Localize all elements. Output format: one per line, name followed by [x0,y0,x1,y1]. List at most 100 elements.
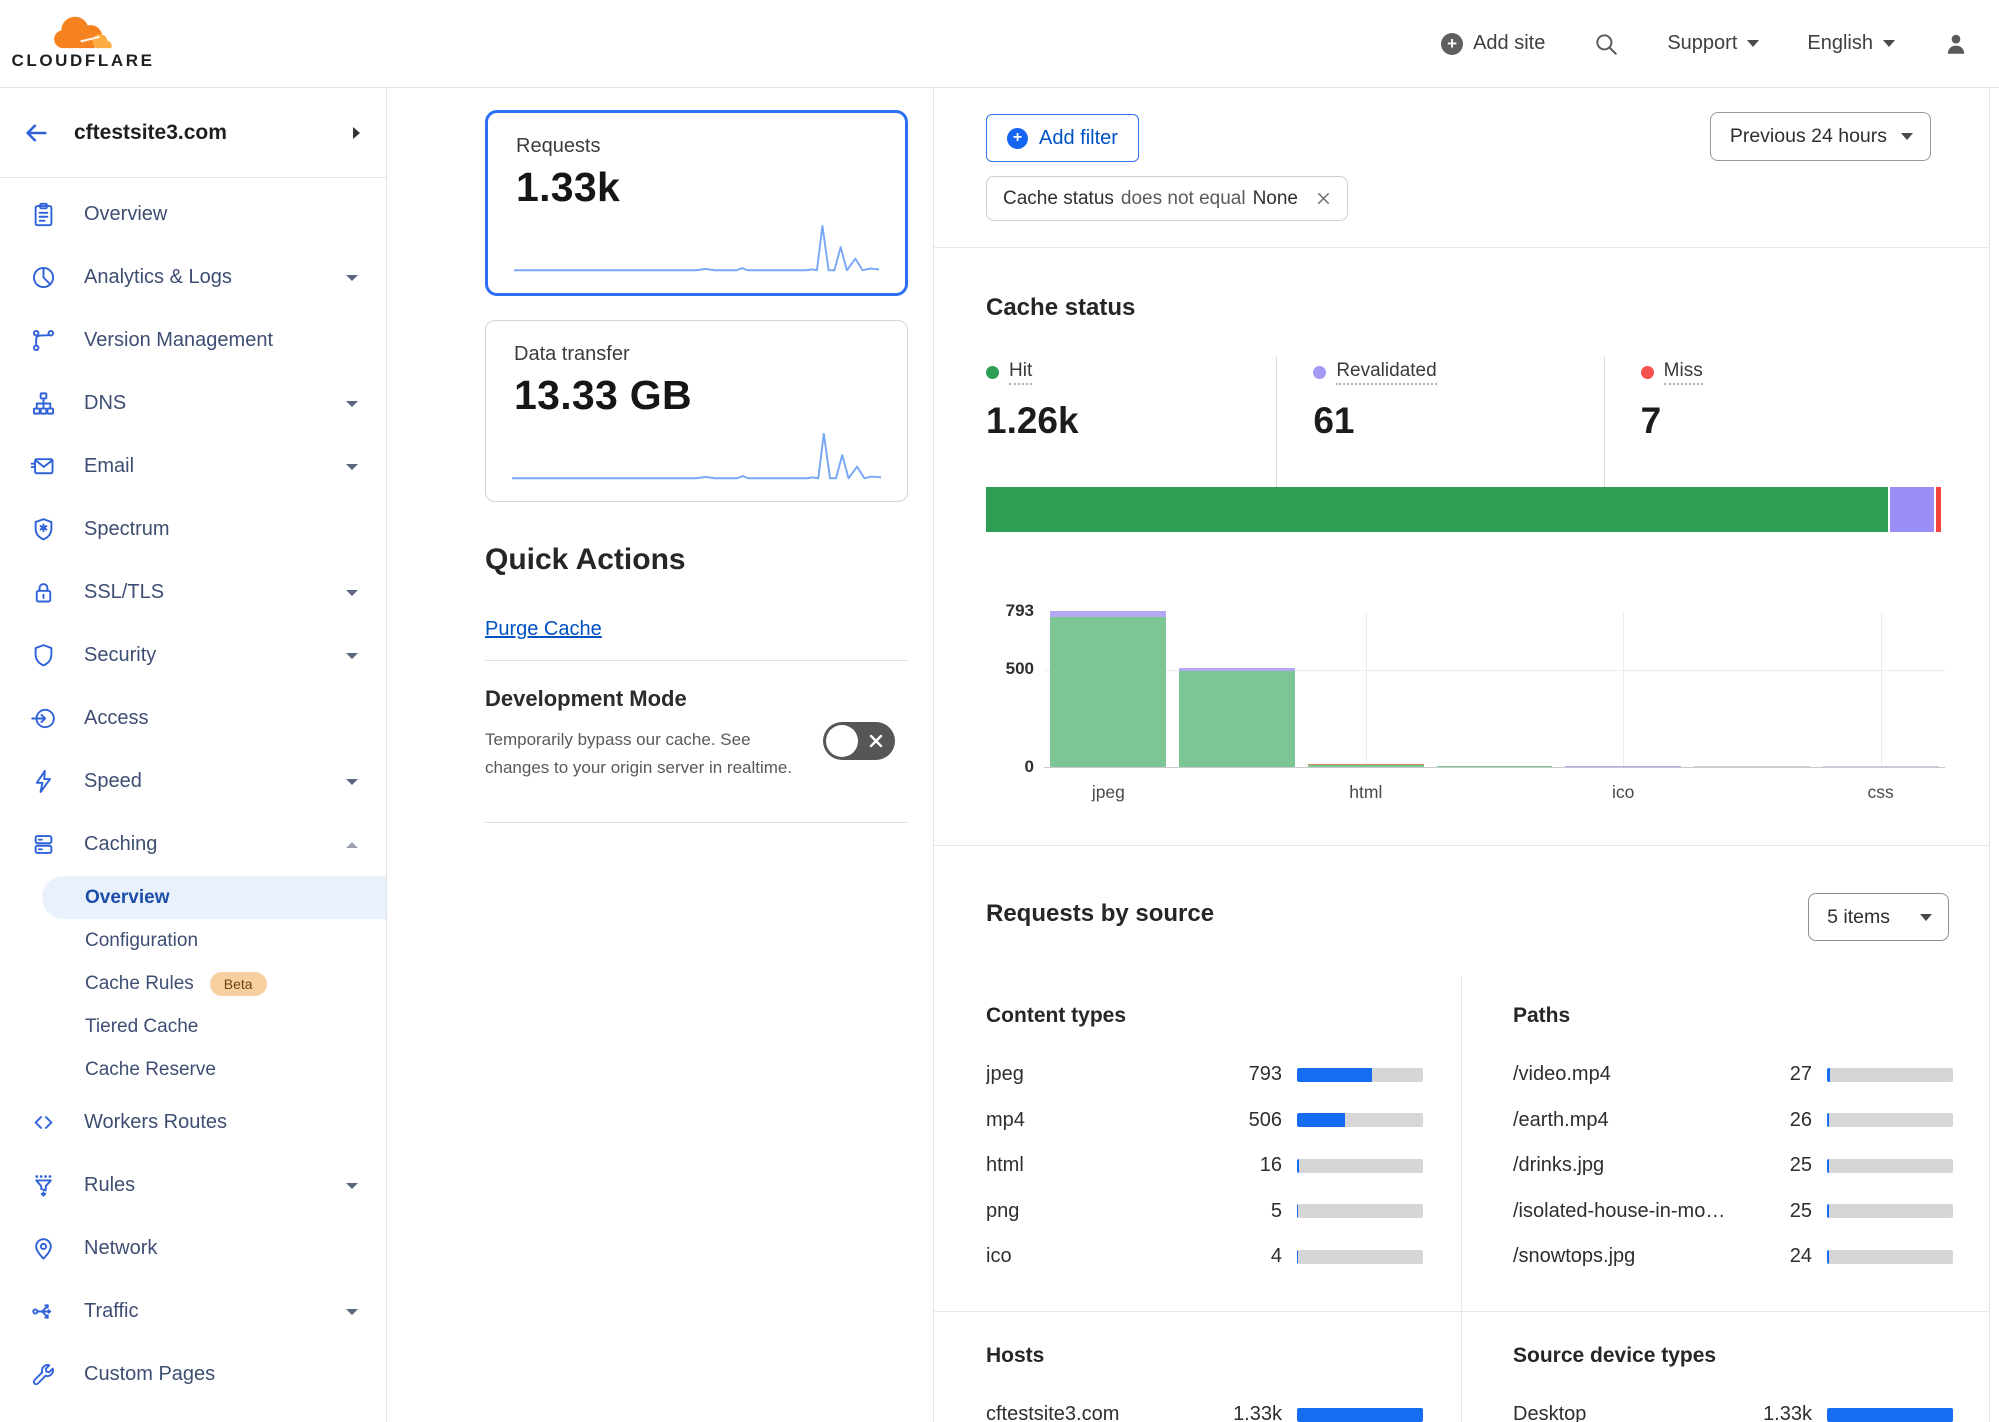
x-axis-tick-label: css [1867,782,1894,802]
sidebar-subitem-cache-rules[interactable]: Cache Rules Beta [0,962,386,1005]
source-row-bar [1827,1249,1953,1264]
source-row-value: 24 [1789,1245,1812,1268]
sidebar-subitem-label: Cache Rules [85,972,194,994]
cache-stat-label: Hit [1009,360,1033,385]
sidebar-item-email[interactable]: Email [0,435,386,498]
access-icon [30,705,57,732]
top-nav: CLOUDFLARE + Add site Support English [0,0,1999,88]
support-menu[interactable]: Support [1667,32,1760,55]
purge-cache-link[interactable]: Purge Cache [485,618,602,640]
source-row-jpeg: jpeg 793 [986,1052,1423,1098]
bar-segment-hit [1179,671,1295,767]
stacked-bar-segment-revalidated [1890,487,1934,532]
bar-jpeg [1050,611,1167,767]
cache-stat-legend-miss[interactable]: Miss [1640,360,1703,385]
bar-segment-hit [1436,766,1553,767]
analytics-icon [30,264,57,291]
filter-value: None [1252,187,1298,209]
add-filter-button[interactable]: + Add filter [986,114,1139,162]
sidebar-subitem-tiered-cache[interactable]: Tiered Cache [0,1005,386,1048]
x-axis-tick-label [1430,782,1559,803]
source-row-label: /earth.mp4 [1513,1108,1609,1131]
sidebar-item-label: SSL/TLS [84,581,165,603]
language-label: English [1807,32,1873,54]
back-arrow-icon[interactable] [22,119,50,147]
user-icon[interactable] [1943,31,1969,57]
source-column-title: Paths [1513,1004,1571,1027]
add-site-button[interactable]: + Add site [1441,32,1545,55]
x-axis-labels: jpeg html ico css [1044,782,1945,803]
toggle-knob [826,725,858,757]
source-row-ico: ico 4 [986,1234,1423,1280]
sidebar-subitem-overview[interactable]: Overview [42,876,386,919]
caching-icon [30,831,57,858]
sidebar-item-workers-routes[interactable]: Workers Routes [0,1091,386,1154]
source-row-bar [1827,1407,1953,1422]
cache-stat-legend-revalidated[interactable]: Revalidated [1313,360,1437,385]
sidebar-item-caching[interactable]: Caching [0,813,386,876]
source-row-bar [1297,1407,1423,1422]
sidebar-subitem-cache-reserve[interactable]: Cache Reserve [0,1048,386,1091]
items-count-select[interactable]: 5 items [1808,893,1949,941]
sidebar-item-overview[interactable]: Overview [0,183,386,246]
sidebar-submenu-caching: Overview Configuration Cache Rules Beta Tier… [0,876,386,1091]
requests-metric-card[interactable]: Requests 1.33k [485,110,908,296]
source-row-label: html [986,1154,1024,1177]
cache-status-stats: Hit 1.26k Revalidated 61 Miss 7 [986,356,1931,491]
sidebar-item-access[interactable]: Access [0,687,386,750]
source-row-label: /snowtops.jpg [1513,1245,1636,1268]
chevron-down-icon [1883,40,1895,47]
requests-by-source-title: Requests by source [986,900,1215,927]
data-transfer-sparkline [512,428,881,486]
bar-slot-2 [1173,612,1302,767]
bar-segment-revalidated [1179,667,1295,672]
source-row-earth-mp4: /earth.mp4 26 [1513,1098,1953,1144]
search-icon[interactable] [1593,31,1619,57]
sidebar-item-traffic[interactable]: Traffic [0,1280,386,1343]
language-menu[interactable]: English [1807,32,1895,55]
sidebar-item-dns[interactable]: DNS [0,372,386,435]
bar-segment-hit [1307,765,1424,767]
source-row-bar [1297,1113,1423,1128]
bar-segment-other [1822,766,1939,767]
source-row-value: 25 [1789,1199,1812,1222]
requests-label: Requests [516,135,601,157]
cache-stat-value: 61 [1313,400,1355,441]
source-row-value: 16 [1259,1154,1282,1177]
sidebar-item-ssl-tls[interactable]: SSL/TLS [0,561,386,624]
x-axis-tick-label: ico [1612,782,1635,802]
sidebar-item-security[interactable]: Security [0,624,386,687]
sidebar-item-network[interactable]: Network [0,1217,386,1280]
cache-status-bar-chart: 793 500 0 jpeg html ico css [986,601,1945,852]
data-transfer-metric-card[interactable]: Data transfer 13.33 GB [485,320,908,502]
hit-dot-icon [986,366,999,379]
sidebar-item-version-management[interactable]: Version Management [0,309,386,372]
sidebar-item-custom-pages[interactable]: Custom Pages [0,1343,386,1406]
sidebar-subitem-label: Overview [85,886,170,908]
speed-icon [30,768,57,795]
site-switcher-chevron-icon[interactable] [353,126,360,139]
x-axis-tick-label: html [1349,782,1383,802]
cloudflare-logo[interactable]: CLOUDFLARE [11,16,152,71]
requests-value: 1.33k [516,164,621,210]
sidebar-subitem-configuration[interactable]: Configuration [0,919,386,962]
cache-stat-label: Revalidated [1336,360,1437,385]
sidebar-item-analytics-logs[interactable]: Analytics & Logs [0,246,386,309]
x-axis-tick-label [1688,782,1817,803]
bar-css [1822,766,1939,767]
sidebar-item-rules[interactable]: Rules [0,1154,386,1217]
source-row-isolated-house-in-mo: /isolated-house-in-mo… 25 [1513,1189,1953,1235]
time-range-select[interactable]: Previous 24 hours [1709,112,1931,161]
chevron-up-icon [346,841,358,848]
sidebar-item-speed[interactable]: Speed [0,750,386,813]
development-mode-toggle[interactable] [823,722,895,760]
source-row-drinks-jpg: /drinks.jpg 25 [1513,1143,1953,1189]
cache-stat-legend-hit[interactable]: Hit [986,360,1033,385]
workers-icon [30,1109,57,1136]
cache-status-filter-pill[interactable]: Cache status does not equal None [986,176,1348,221]
sidebar-item-spectrum[interactable]: Spectrum [0,498,386,561]
remove-filter-icon[interactable] [1314,189,1333,208]
bar-html [1307,763,1424,767]
email-icon [30,453,57,480]
support-label: Support [1667,32,1738,54]
